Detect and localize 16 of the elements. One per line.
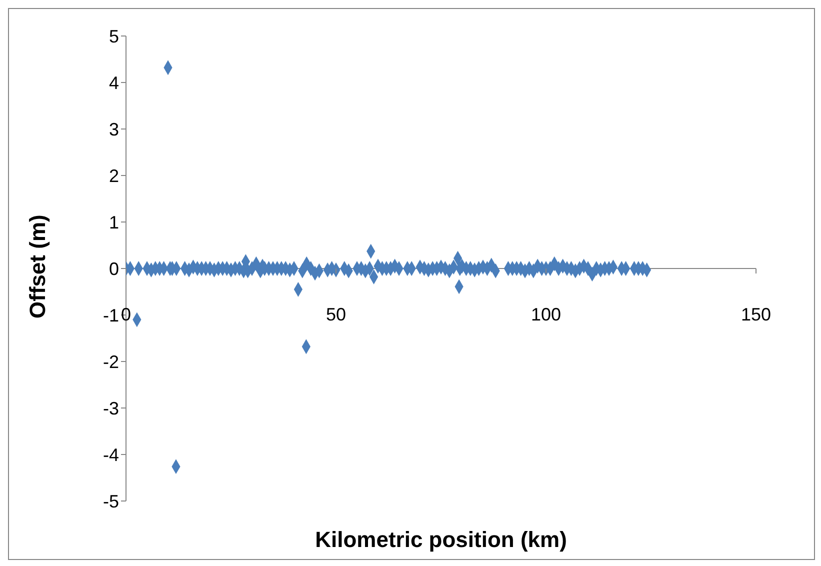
y-tick-label: 3 xyxy=(108,119,119,140)
y-tick-label: 2 xyxy=(108,166,119,186)
y-axis-title: Offset (m) xyxy=(24,214,50,318)
y-tick-label: 1 xyxy=(108,212,119,232)
y-tick-label: -5 xyxy=(102,491,119,512)
y-tick-label: 5 xyxy=(108,26,119,46)
y-tick-label: 4 xyxy=(108,72,119,93)
x-tick-label: 100 xyxy=(530,304,562,324)
y-tick-label: -2 xyxy=(102,352,119,372)
y-tick-label: 0 xyxy=(108,258,119,279)
x-tick-label: 150 xyxy=(740,304,772,324)
y-tick-label: -1 xyxy=(102,305,119,326)
x-axis-title: Kilometric position (km) xyxy=(315,527,567,552)
y-tick-label: -4 xyxy=(102,444,119,465)
x-tick-label: 50 xyxy=(326,304,346,324)
y-tick-label: -3 xyxy=(102,398,119,418)
